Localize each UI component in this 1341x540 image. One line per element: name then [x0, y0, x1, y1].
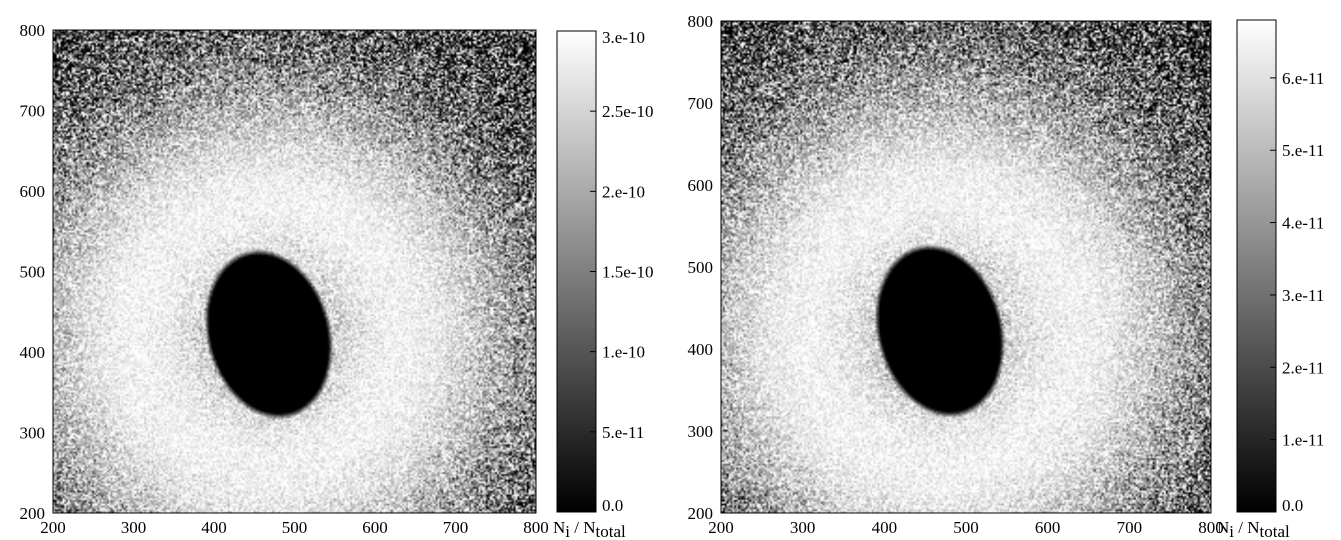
panel-2-x-tick-label: 200	[708, 518, 734, 537]
panel-2-colorbar-tick-label: 5.e-11	[1282, 141, 1324, 160]
panel-2-y-tick-label: 600	[688, 176, 714, 195]
panel-1-colorbar-tick-label: 1.e-10	[602, 343, 645, 362]
panel-1-x-ticks: 200 300 400 500 600 700 800	[40, 518, 549, 537]
panel-1-colorbar-tick-label: 2.5e-10	[602, 102, 653, 121]
panel-1-x-tick-label: 300	[121, 518, 147, 537]
panel-2-x-tick-label: 300	[790, 518, 816, 537]
panel-1-x-tick-label: 800	[523, 518, 549, 537]
panel-2-colorbar	[1236, 19, 1277, 513]
panel-1-y-tick-label: 800	[20, 21, 46, 40]
panel-2-y-tick-label: 500	[688, 258, 714, 277]
panel-1-x-tick-label: 400	[201, 518, 227, 537]
panel-2-colorbar-label: Ni / Ntotal	[1217, 518, 1290, 540]
panel-2-y-tick-label: 400	[688, 340, 714, 359]
panel-1-y-tick-label: 700	[20, 102, 46, 121]
panel-2-x-ticks: 200 300 400 500 600 700 800	[708, 518, 1224, 537]
panel-2-colorbar-tick-label: 1.e-11	[1282, 431, 1324, 450]
panel-1-colorbar-tick-label: 2.e-10	[602, 182, 645, 201]
panel-1-y-ticks: 200 300 400 500 600 700 800	[20, 21, 46, 523]
panel-1-x-tick-label: 500	[282, 518, 308, 537]
panel-2-colorbar-tick-label: 4.e-11	[1282, 214, 1324, 233]
panel-1-colorbar-ticks: 0.0 5.e-11 1.e-10 1.5e-10 2.e-10 2.5e-10 3.e-1…	[590, 28, 653, 515]
panel-2-y-tick-label: 200	[688, 504, 714, 523]
panel-2-plot-frame	[720, 20, 1212, 514]
panel-2-y-tick-label: 300	[688, 422, 714, 441]
panel-1-heatmap-image	[53, 30, 536, 513]
panel-1-colorbar-tick-label: 1.5e-10	[602, 263, 653, 282]
panel-2-x-tick-label: 600	[1035, 518, 1061, 537]
panel-2-colorbar-ticks: 0.0 1.e-11 2.e-11 3.e-11 4.e-11 5.e-11 6.e-11	[1270, 69, 1324, 515]
panel-1-colorbar-tick-label: 0.0	[602, 496, 623, 515]
panel-2-colorbar-tick-label: 2.e-11	[1282, 358, 1324, 377]
panel-2-y-ticks: 200 300 400 500 600 700 800	[688, 12, 714, 523]
panel-2-colorbar-tick-label: 6.e-11	[1282, 69, 1324, 88]
panel-1-colorbar-tick-label: 5.e-11	[602, 423, 644, 442]
panel-1-y-tick-label: 300	[20, 424, 46, 443]
panel-1: 200 300 400 500 600 700 800 200 300 400 500 600 700…	[20, 21, 654, 540]
panel-1-plot-frame	[52, 29, 537, 514]
panel-1-y-tick-label: 400	[20, 343, 46, 362]
panel-1-x-tick-label: 700	[443, 518, 469, 537]
panel-2-heatmap-image	[721, 21, 1211, 513]
panel-1-y-tick-label: 500	[20, 263, 46, 282]
panel-1-colorbar-tick-label: 3.e-10	[602, 28, 645, 47]
panel-1-colorbar-label: Ni / Ntotal	[553, 518, 626, 540]
panel-2-colorbar-tick-label: 3.e-11	[1282, 286, 1324, 305]
panel-1-y-tick-label: 200	[20, 504, 46, 523]
panel-1-colorbar	[556, 30, 597, 513]
panel-2-x-tick-label: 500	[953, 518, 979, 537]
panel-1-x-tick-label: 600	[362, 518, 388, 537]
panel-2-colorbar-tick-label: 0.0	[1282, 496, 1303, 515]
panel-2-x-tick-label: 400	[872, 518, 898, 537]
panel-1-x-tick-label: 200	[40, 518, 66, 537]
panel-2-y-tick-label: 800	[688, 12, 714, 31]
panel-1-y-tick-label: 600	[20, 182, 46, 201]
panel-2-y-tick-label: 700	[688, 94, 714, 113]
panel-2-x-tick-label: 700	[1117, 518, 1143, 537]
panel-2-x-tick-label: 800	[1198, 518, 1224, 537]
panel-2: 200 300 400 500 600 700 800 200 300 400 500 600 700…	[688, 12, 1325, 540]
